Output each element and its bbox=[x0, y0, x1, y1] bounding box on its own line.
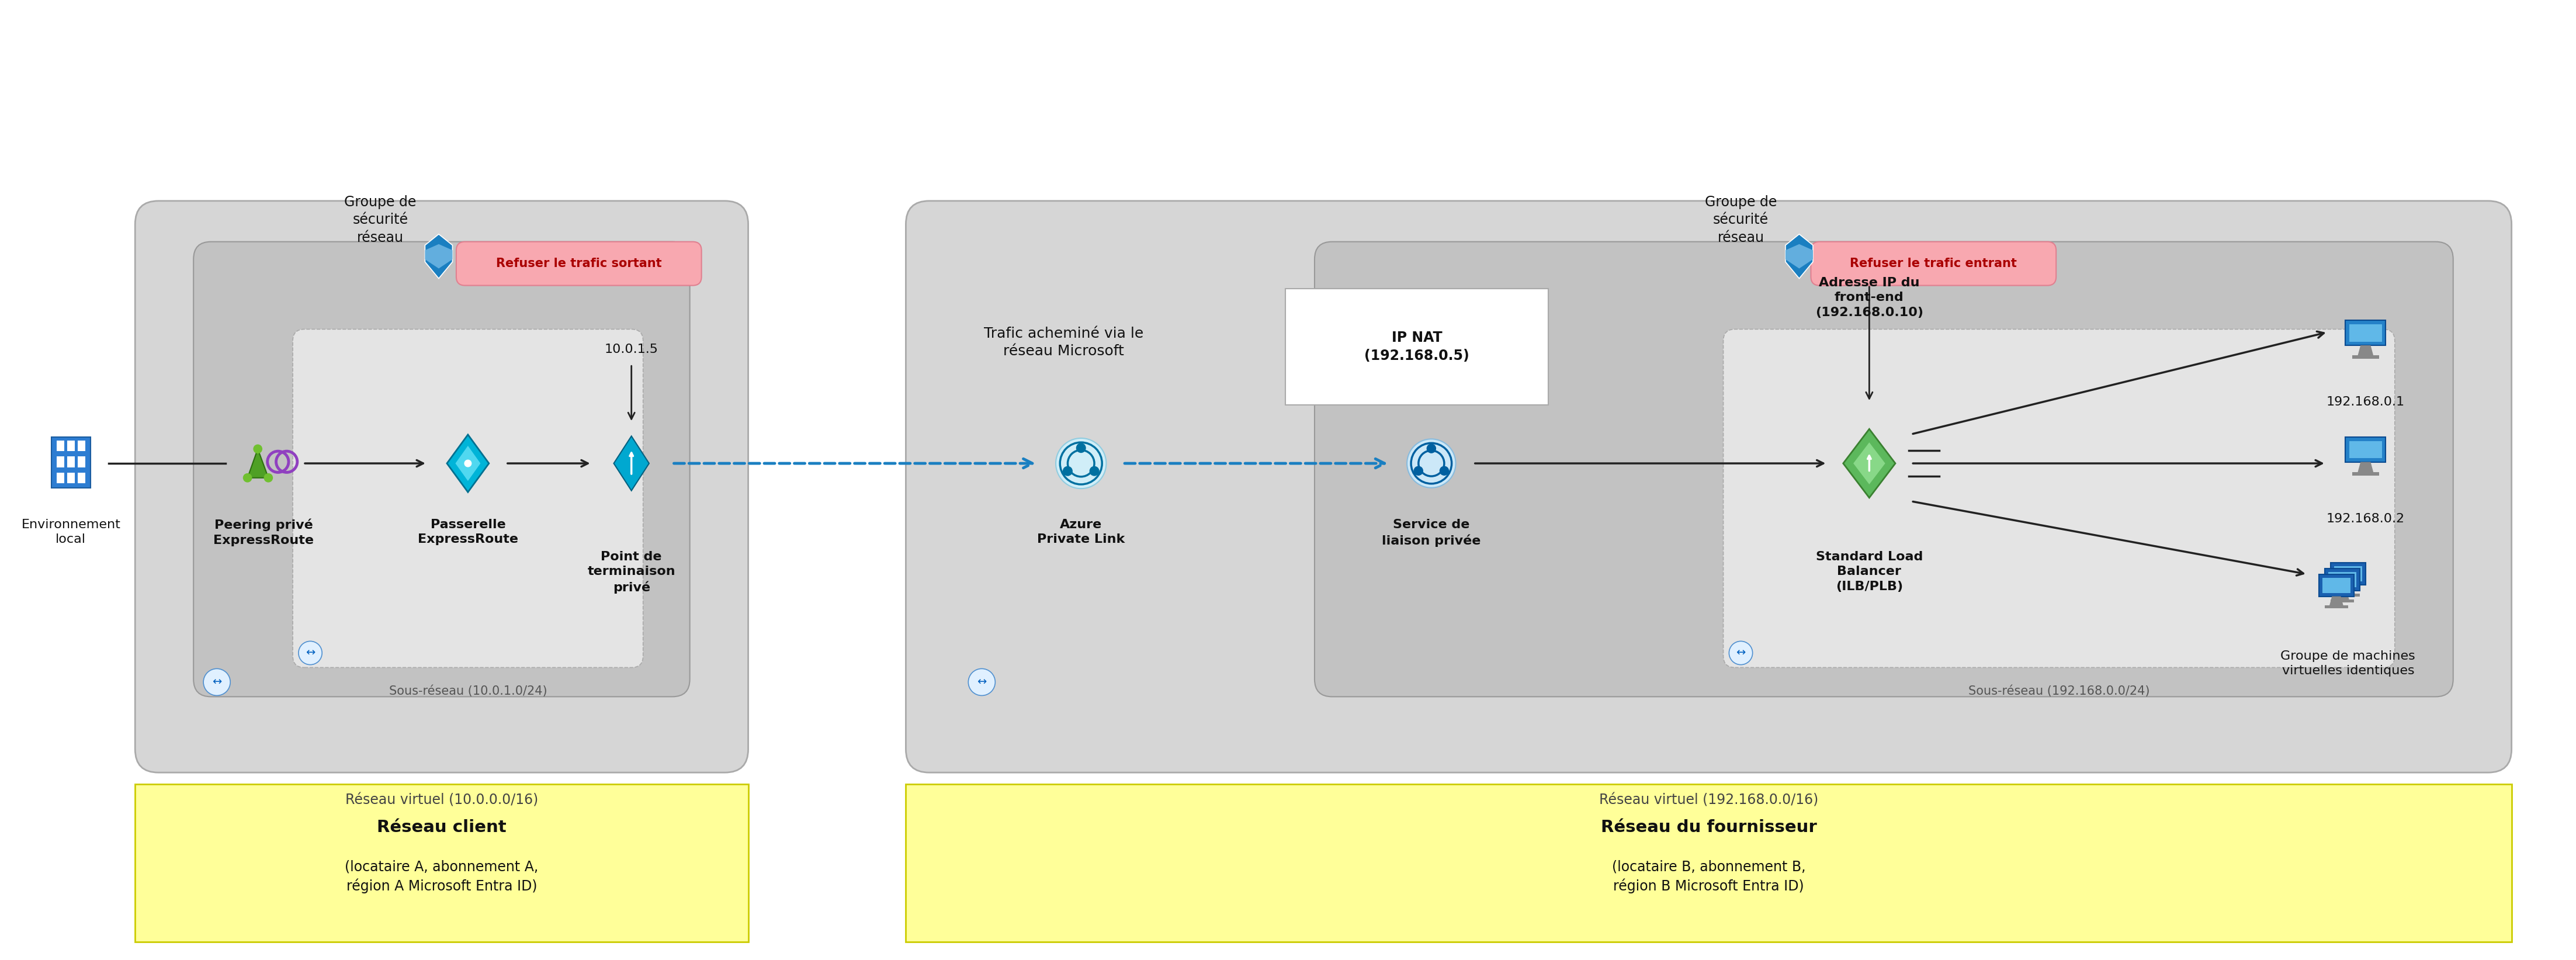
Bar bbox=[2344, 320, 2385, 346]
Polygon shape bbox=[1785, 234, 1814, 278]
Text: ↔: ↔ bbox=[1736, 647, 1747, 659]
Circle shape bbox=[1056, 438, 1105, 489]
Polygon shape bbox=[247, 449, 268, 478]
Polygon shape bbox=[2329, 596, 2344, 606]
Circle shape bbox=[1090, 467, 1100, 475]
Text: Réseau virtuel (10.0.0.0/16): Réseau virtuel (10.0.0.0/16) bbox=[345, 793, 538, 807]
FancyBboxPatch shape bbox=[907, 201, 2512, 773]
Text: Refuser le trafic entrant: Refuser le trafic entrant bbox=[1850, 257, 2017, 269]
Bar bbox=[77, 472, 85, 483]
Text: ↔: ↔ bbox=[211, 677, 222, 687]
Bar bbox=[77, 441, 85, 451]
Bar bbox=[67, 472, 75, 483]
Polygon shape bbox=[613, 436, 649, 491]
Circle shape bbox=[299, 641, 322, 664]
Text: ↔: ↔ bbox=[976, 677, 987, 687]
Text: Sous-réseau (192.168.0.0/24): Sous-réseau (192.168.0.0/24) bbox=[1968, 685, 2151, 697]
Text: Trafic acheminé via le
réseau Microsoft: Trafic acheminé via le réseau Microsoft bbox=[984, 326, 1144, 358]
Bar bbox=[77, 457, 85, 468]
Bar bbox=[67, 457, 75, 468]
Bar bbox=[2334, 566, 2362, 582]
Polygon shape bbox=[2342, 585, 2354, 593]
FancyBboxPatch shape bbox=[193, 242, 690, 697]
Text: Réseau virtuel (192.168.0.0/16): Réseau virtuel (192.168.0.0/16) bbox=[1600, 793, 1819, 807]
Polygon shape bbox=[1844, 429, 1896, 497]
Polygon shape bbox=[425, 234, 453, 278]
Polygon shape bbox=[2336, 590, 2349, 600]
FancyBboxPatch shape bbox=[1723, 329, 2396, 667]
Circle shape bbox=[1077, 444, 1084, 452]
Bar bbox=[2349, 441, 2383, 458]
Text: Peering privé
ExpressRoute: Peering privé ExpressRoute bbox=[214, 518, 314, 546]
Text: Groupe de machines
virtuelles identiques: Groupe de machines virtuelles identiques bbox=[2280, 650, 2416, 677]
Bar bbox=[52, 437, 90, 488]
Text: Refuser le trafic sortant: Refuser le trafic sortant bbox=[497, 257, 662, 269]
Text: Groupe de
sécurité
réseau: Groupe de sécurité réseau bbox=[345, 195, 417, 245]
Bar bbox=[2321, 578, 2352, 593]
Bar bbox=[2318, 574, 2354, 596]
Text: Environnement
local: Environnement local bbox=[21, 518, 121, 545]
Circle shape bbox=[1728, 641, 1752, 664]
FancyBboxPatch shape bbox=[294, 329, 644, 667]
Text: Passerelle
ExpressRoute: Passerelle ExpressRoute bbox=[417, 518, 518, 545]
Text: (locataire A, abonnement A,
région A Microsoft Entra ID): (locataire A, abonnement A, région A Mic… bbox=[345, 860, 538, 893]
Polygon shape bbox=[456, 445, 482, 481]
Text: Azure
Private Link: Azure Private Link bbox=[1038, 518, 1126, 545]
Circle shape bbox=[1427, 444, 1435, 453]
Text: 192.168.0.2: 192.168.0.2 bbox=[2326, 513, 2406, 525]
Circle shape bbox=[1064, 467, 1072, 475]
Bar bbox=[2352, 355, 2380, 359]
Bar bbox=[2331, 599, 2354, 603]
Bar bbox=[67, 441, 75, 451]
Bar bbox=[2344, 437, 2385, 462]
Text: (locataire B, abonnement B,
région B Microsoft Entra ID): (locataire B, abonnement B, région B Mic… bbox=[1613, 860, 1806, 893]
Text: 10.0.1.5: 10.0.1.5 bbox=[605, 344, 659, 355]
Text: IP NAT
(192.168.0.5): IP NAT (192.168.0.5) bbox=[1365, 331, 1468, 363]
Bar bbox=[57, 457, 64, 468]
Text: Réseau du fournisseur: Réseau du fournisseur bbox=[1600, 819, 1816, 835]
Bar bbox=[57, 441, 64, 451]
Text: Adresse IP du
front-end
(192.168.0.10): Adresse IP du front-end (192.168.0.10) bbox=[1816, 276, 1924, 319]
Bar bbox=[2331, 563, 2365, 585]
Circle shape bbox=[1414, 467, 1422, 475]
Text: ↔: ↔ bbox=[307, 647, 314, 659]
Circle shape bbox=[265, 473, 273, 482]
Polygon shape bbox=[425, 244, 453, 269]
Bar bbox=[2352, 472, 2380, 476]
Circle shape bbox=[252, 444, 263, 453]
Polygon shape bbox=[1785, 244, 1814, 269]
Text: Sous-réseau (10.0.1.0/24): Sous-réseau (10.0.1.0/24) bbox=[389, 685, 546, 697]
Bar bbox=[134, 784, 747, 942]
Bar bbox=[2324, 605, 2349, 609]
FancyBboxPatch shape bbox=[1314, 242, 2452, 697]
Bar bbox=[57, 472, 64, 483]
Text: Réseau client: Réseau client bbox=[376, 819, 507, 835]
Circle shape bbox=[1440, 467, 1448, 475]
Polygon shape bbox=[1852, 443, 1886, 485]
Text: Service de
liaison privée: Service de liaison privée bbox=[1381, 518, 1481, 546]
FancyBboxPatch shape bbox=[1811, 242, 2056, 285]
Circle shape bbox=[1406, 439, 1455, 488]
Circle shape bbox=[204, 669, 229, 696]
Text: Standard Load
Balancer
(ILB/PLB): Standard Load Balancer (ILB/PLB) bbox=[1816, 551, 1922, 592]
Circle shape bbox=[464, 460, 471, 467]
Bar bbox=[2329, 572, 2357, 588]
FancyBboxPatch shape bbox=[134, 201, 747, 773]
Bar bbox=[1285, 288, 1548, 405]
Text: 192.168.0.1: 192.168.0.1 bbox=[2326, 396, 2406, 408]
FancyBboxPatch shape bbox=[456, 242, 701, 285]
Bar bbox=[2349, 324, 2383, 342]
Polygon shape bbox=[446, 435, 489, 492]
Bar bbox=[907, 784, 2512, 942]
Text: Point de
terminaison
privé: Point de terminaison privé bbox=[587, 551, 675, 593]
Polygon shape bbox=[2357, 462, 2372, 472]
Bar bbox=[2324, 568, 2360, 590]
Circle shape bbox=[242, 473, 252, 482]
Text: Groupe de
sécurité
réseau: Groupe de sécurité réseau bbox=[1705, 195, 1777, 245]
Bar bbox=[2336, 593, 2360, 597]
Polygon shape bbox=[2357, 346, 2372, 355]
Circle shape bbox=[969, 669, 994, 696]
